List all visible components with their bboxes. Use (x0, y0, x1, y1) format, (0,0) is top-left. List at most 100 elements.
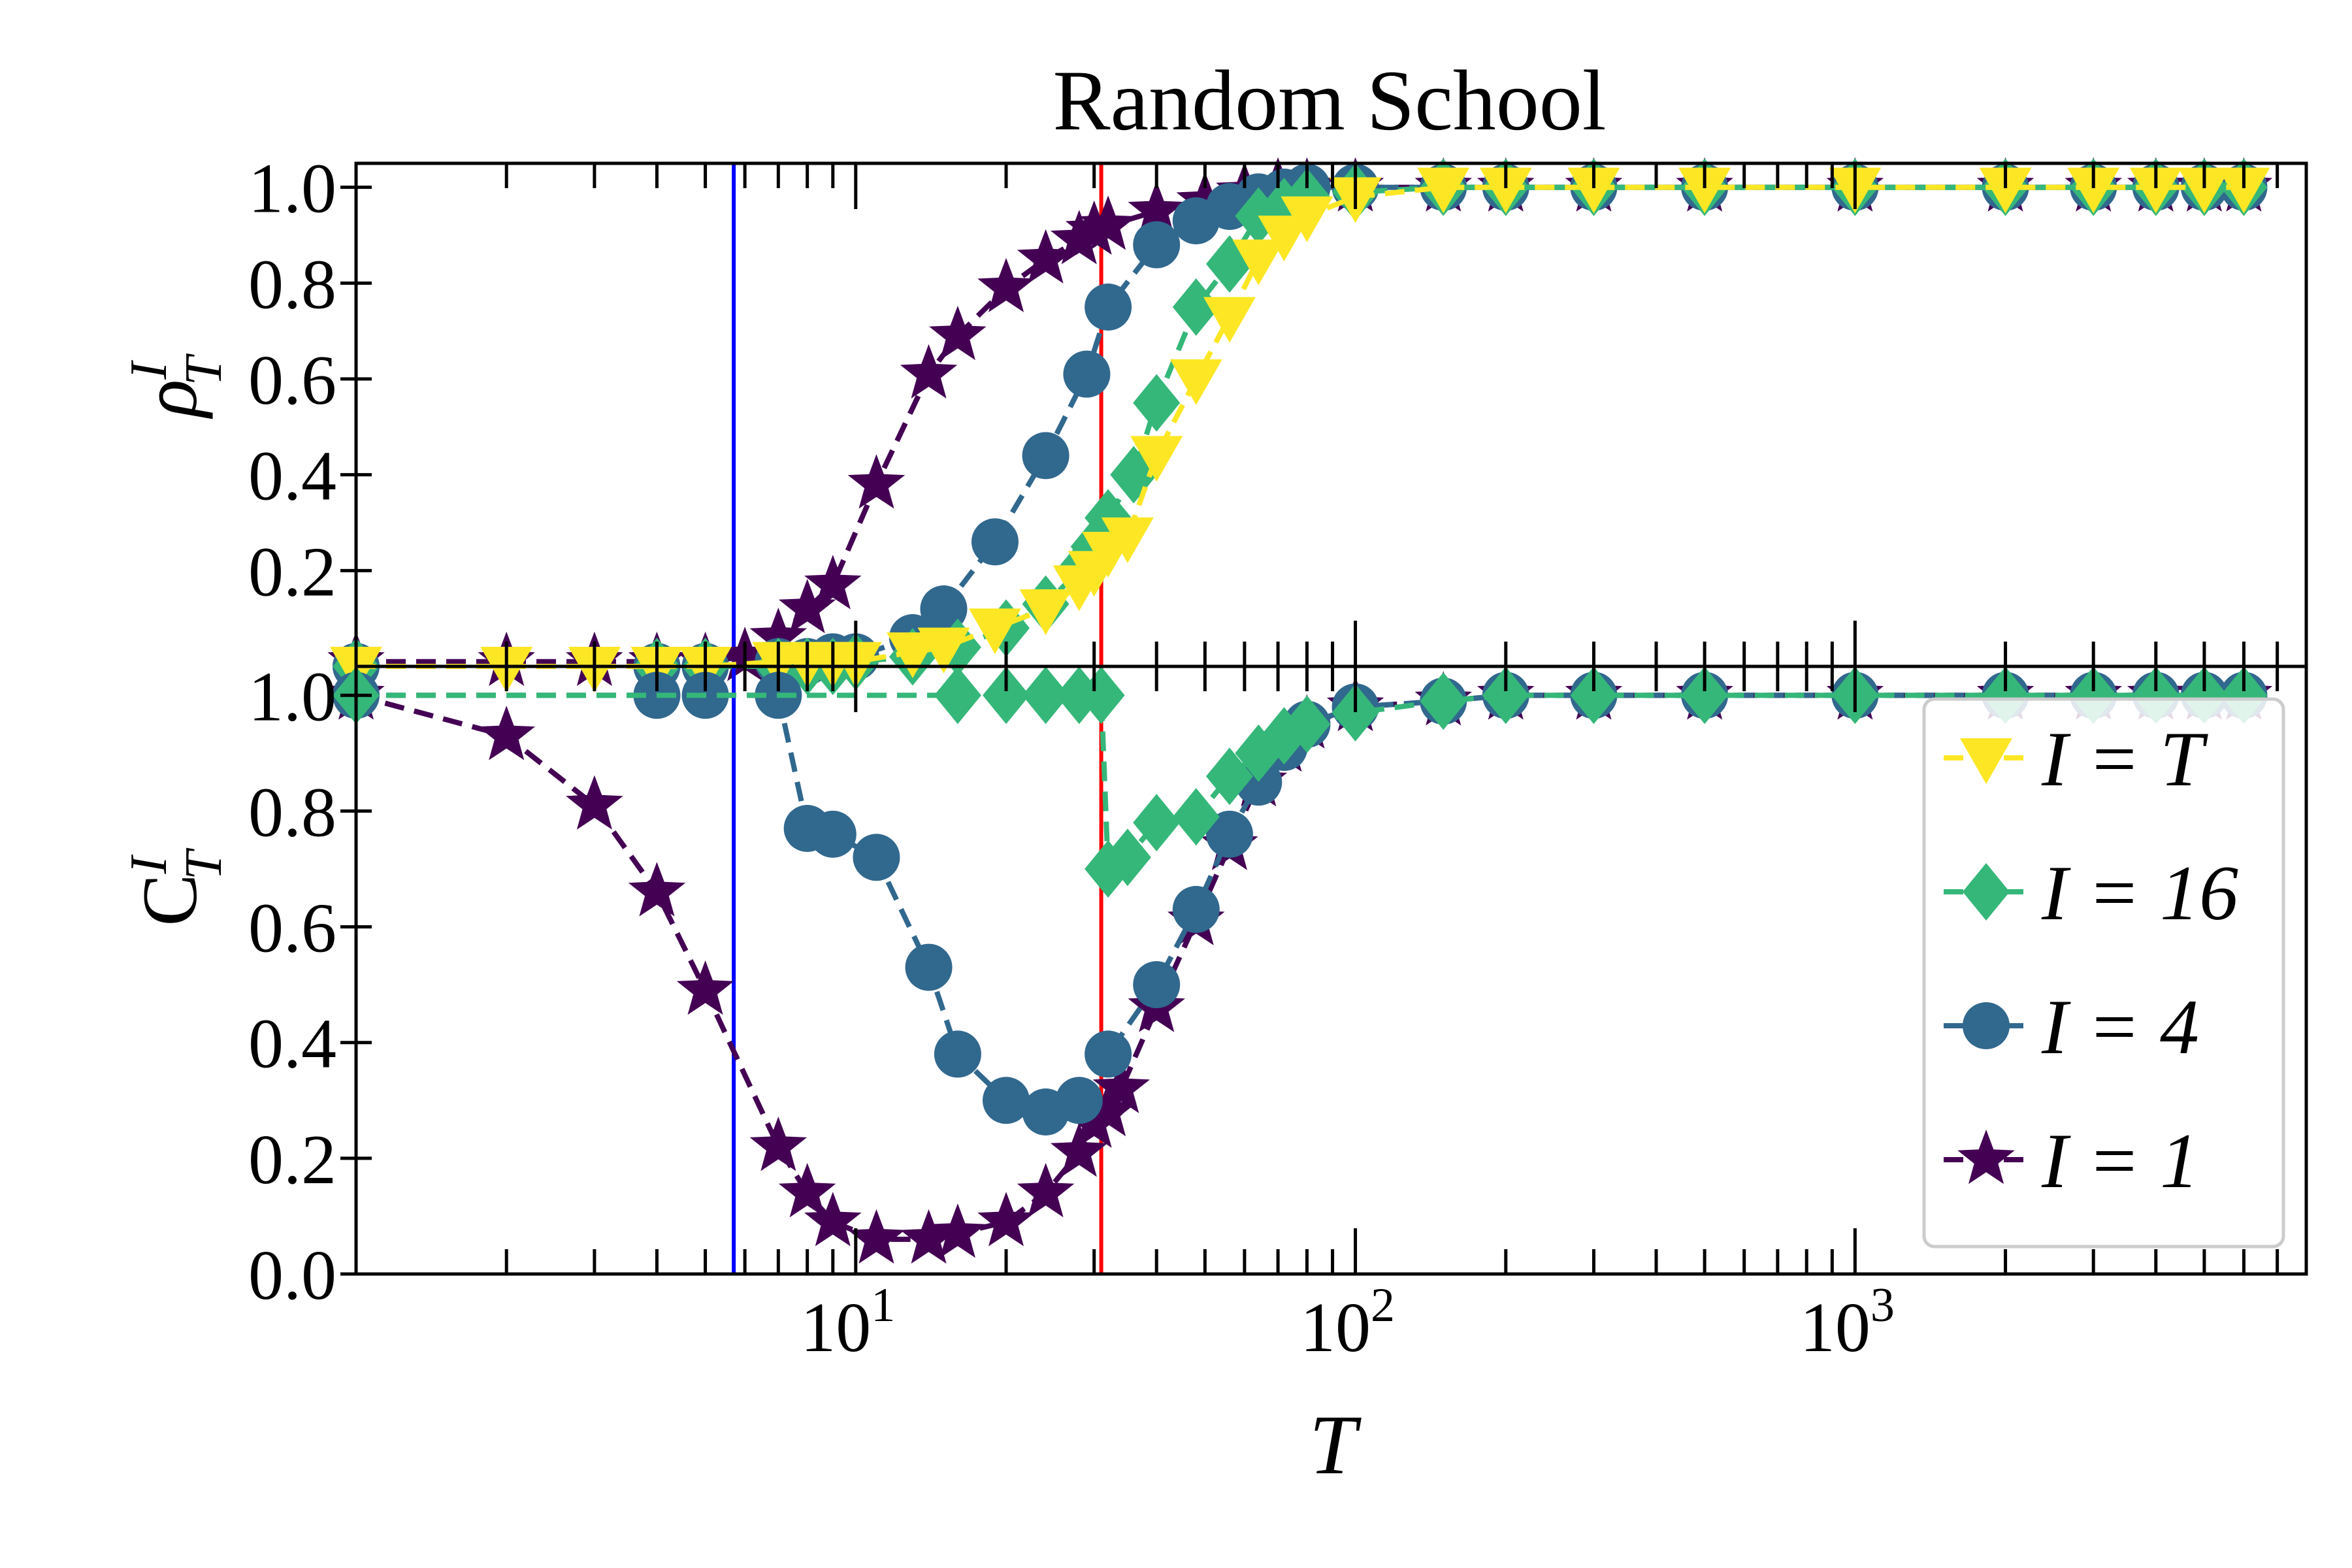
bottom-series-2-point (934, 666, 981, 725)
top-series-0-point (804, 555, 862, 610)
top-series-2-point (1133, 374, 1181, 432)
top-series-0-markers (327, 157, 2273, 686)
top-series-3-point (1567, 167, 1620, 214)
top-series-3-point (2067, 167, 2120, 214)
bottom-series-0-point (1051, 1122, 1108, 1177)
legend-label: I = 16 (2041, 849, 2238, 936)
bottom-series-0-point (977, 1192, 1035, 1247)
bottom-series-2-point (1133, 794, 1181, 852)
top-series-3-point (1281, 196, 1333, 242)
bottom-panel: 0.0 0.2 0.4 0.6 0.8 1.0 (248, 658, 2308, 1315)
top-series-1-point (1022, 432, 1070, 480)
bottom-series-0-point (804, 1192, 862, 1247)
top-series-3-point (1258, 216, 1311, 261)
top-series-0-point (749, 608, 808, 662)
bottom-y-tick-label: 0.6 (248, 890, 336, 968)
top-series-3-point (2129, 167, 2182, 214)
bottom-y-tick-label: 0.0 (248, 1237, 336, 1315)
bottom-y-tick-label: 0.2 (248, 1121, 336, 1199)
bottom-series-0-point (566, 775, 623, 830)
top-series-1-line (356, 184, 2244, 669)
top-series-3-point (1232, 239, 1285, 286)
bottom-series-2-point (1420, 672, 1467, 730)
top-series-0-point (900, 344, 958, 399)
bottom-series-layer (327, 665, 2273, 1274)
top-y-tick-label: 0.4 (248, 438, 336, 515)
bottom-series-1-point (1085, 1030, 1132, 1078)
x-tick-label: 103 (1800, 1279, 1895, 1367)
top-series-3-point (1101, 517, 1154, 563)
bottom-series-0-point (929, 1203, 987, 1258)
x-tick-label: 102 (1300, 1279, 1395, 1367)
bottom-series-1-point (983, 1077, 1030, 1124)
top-panel: 0.2 0.4 0.6 0.8 1.0 (248, 150, 2308, 695)
top-series-1-markers (333, 163, 2268, 690)
top-series-1-point (1063, 350, 1111, 398)
top-y-axis-label: ρIT (120, 353, 233, 419)
bottom-series-2-point (1103, 828, 1151, 887)
top-series-3-point (1678, 167, 1731, 214)
top-series-3-point (1130, 436, 1183, 482)
top-series-2-point (1172, 278, 1220, 336)
bottom-series-0-point (900, 1209, 958, 1264)
top-series-0-point (847, 454, 906, 509)
top-series-3-point (1169, 359, 1222, 405)
bottom-axes-frame: 0.0 0.2 0.4 0.6 0.8 1.0 (248, 658, 2308, 1315)
legend-marker (1963, 863, 2010, 921)
bottom-series-1-point (853, 834, 900, 881)
bottom-series-0-point (847, 1209, 906, 1264)
bottom-series-1-point (1172, 886, 1220, 933)
top-series-0-point (1128, 181, 1185, 236)
top-series-3-point (917, 627, 970, 674)
top-series-3-point (2217, 167, 2270, 214)
top-series-1-point (920, 585, 968, 632)
bottom-series-2-point (1570, 666, 1618, 725)
bottom-series-0-point (478, 706, 535, 760)
bottom-y-tick-label: 1.0 (248, 658, 336, 736)
top-series-1-point (1085, 284, 1132, 331)
top-series-0-point (1051, 210, 1108, 265)
legend-label: I = 4 (2041, 983, 2199, 1070)
top-axes-frame: 0.2 0.4 0.6 0.8 1.0 (248, 150, 2308, 668)
top-series-3-point (968, 608, 1021, 655)
top-series-1-point (971, 518, 1019, 566)
bottom-series-2-markers (333, 666, 2268, 898)
bottom-series-0-point (749, 1117, 808, 1171)
legend-label: I = T (2041, 715, 2208, 802)
top-series-3-point (1479, 167, 1532, 214)
bottom-series-0-point (1065, 1093, 1123, 1148)
bottom-series-2-point (983, 666, 1030, 725)
top-series-3-point (1019, 589, 1072, 635)
bottom-series-2-point (1331, 683, 1379, 742)
top-y-tick-label: 0.8 (248, 246, 336, 323)
top-series-0-point (778, 579, 836, 634)
top-series-0-line (356, 184, 2244, 664)
top-series-1-point (1133, 221, 1181, 269)
legend-label: I = 1 (2041, 1117, 2199, 1204)
bottom-series-1-point (1205, 810, 1253, 858)
top-series-3-point (1979, 167, 2032, 214)
top-series-3-markers (330, 167, 2270, 693)
top-series-0-point (1017, 229, 1075, 284)
top-series-2-markers (333, 158, 2268, 695)
legend-marker (1960, 738, 2012, 784)
top-y-tick-label: 1.0 (248, 150, 336, 228)
bottom-series-1-point (809, 810, 857, 858)
bottom-y-axis-label: CIT (120, 847, 233, 926)
top-axes-box (354, 161, 2308, 668)
legend: I = T I = 16 I = 4 I = 1 (1922, 697, 2285, 1249)
bottom-series-0-point (1017, 1163, 1075, 1218)
bottom-series-2-point (1077, 666, 1125, 725)
bottom-series-2-point (1681, 666, 1729, 725)
chart-title: Random School (1053, 52, 1607, 148)
top-series-0-point (1176, 171, 1234, 226)
x-tick-labels: 101 102 103 (800, 1279, 1895, 1367)
bottom-y-tick-label: 0.8 (248, 774, 336, 851)
top-series-2-line (356, 184, 2244, 669)
top-y-tick-label: 0.2 (248, 533, 336, 611)
top-series-3-point (2178, 167, 2230, 214)
bottom-series-2-point (1482, 666, 1529, 725)
bottom-series-1-point (905, 943, 953, 991)
top-series-0-point (1079, 195, 1137, 250)
